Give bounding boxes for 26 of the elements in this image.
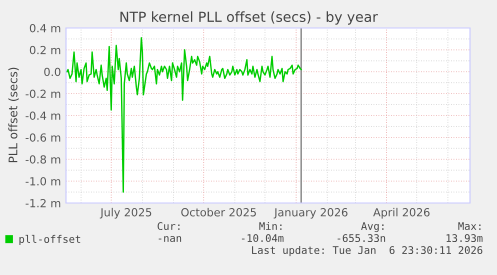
y-tick-label: -0.2 m: [26, 90, 60, 98]
x-tick-label: January 2026: [274, 208, 348, 219]
y-tick-label: -1.2 m: [26, 198, 60, 208]
x-tick-label: October 2025: [181, 208, 256, 216]
chart-title: NTP kernel PLL offset (secs) - by year: [120, 11, 378, 25]
y-tick-label: -1.0 m: [26, 177, 60, 186]
text: Last update: Tue Jan 6 23:30:11 2026: [252, 246, 482, 256]
text: -10.04m: [242, 234, 284, 242]
text: Avg:: [361, 222, 384, 232]
y-tick-label: 0.2 m: [30, 46, 60, 54]
text: 13.93m: [446, 234, 483, 242]
y-tick-label: 0.4 m: [30, 24, 60, 32]
y-tick-label: -0.8 m: [26, 155, 60, 164]
text: Min:: [259, 222, 282, 230]
y-tick-label: -0.4 m: [26, 111, 60, 120]
text: Cur:: [158, 222, 180, 230]
text: -nan: [158, 236, 182, 242]
text: Max:: [458, 222, 480, 230]
y-axis-title: PLL offset (secs): [8, 68, 19, 162]
y-tick-label: 0.0: [44, 68, 60, 76]
line-series: [66, 37, 302, 193]
legend-label: pll-offset: [19, 234, 80, 245]
x-tick-label: July 2025: [100, 208, 152, 219]
text: -655.33n: [338, 234, 386, 242]
y-tick-label: -0.6 m: [26, 133, 60, 142]
x-tick-label: April 2026: [373, 208, 430, 219]
